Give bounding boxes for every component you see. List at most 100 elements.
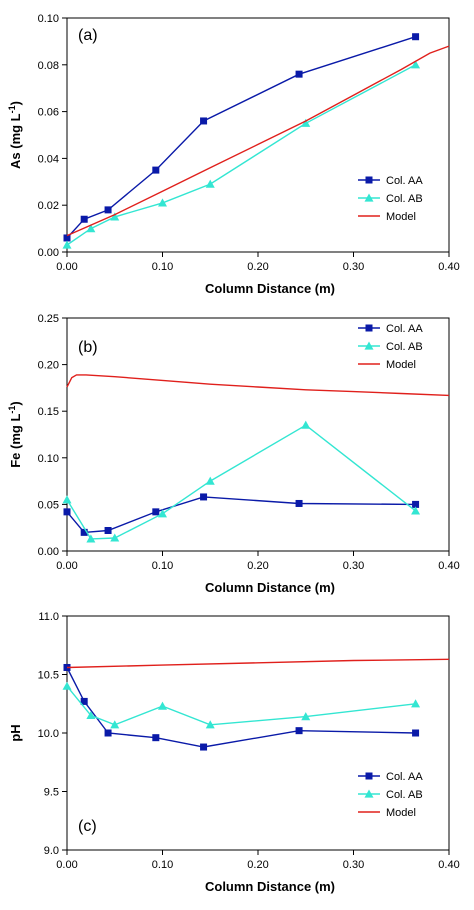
series-line-col-ab: [66, 685, 416, 726]
legend-marker: [365, 176, 373, 184]
y-axis-label: pH: [8, 724, 23, 741]
series-line-model: [66, 374, 450, 397]
legend-label: Col. AA: [386, 771, 423, 783]
data-point-col-aa: [152, 508, 160, 516]
panel-label: (b): [78, 339, 98, 356]
data-point-col-aa: [295, 70, 303, 78]
data-point-col-aa: [80, 215, 88, 223]
series-line-col-aa: [66, 36, 416, 239]
y-tick-label: 9.5: [44, 787, 59, 799]
y-axis-label-main: pH: [8, 724, 23, 741]
data-point-col-ab: [158, 701, 167, 710]
chart-panel-3: 0.00 0.10 0.20 0.30 0.40 9.0 9.5 10.0 10.5 11.0 Co…: [8, 611, 460, 894]
legend-label: Col. AB: [386, 341, 423, 353]
data-point-col-aa: [104, 206, 112, 214]
legend-label: Col. AA: [386, 323, 423, 335]
x-axis-label: Column Distance (m): [205, 580, 335, 595]
series-line-col-ab: [66, 64, 416, 246]
x-tick-label: 0.40: [438, 261, 459, 273]
y-axis-label-tail: ): [8, 401, 23, 405]
y-axis-label-superscript: -1: [7, 105, 17, 113]
legend-marker: [365, 324, 373, 332]
x-tick-label: 0.10: [152, 859, 173, 871]
data-point-col-ab: [86, 224, 96, 233]
panel-label: (a): [78, 27, 98, 44]
data-point-col-aa: [63, 508, 71, 516]
data-point-col-aa: [200, 117, 208, 125]
data-point-col-aa: [80, 528, 88, 536]
legend-marker: [364, 341, 374, 350]
data-point-col-ab: [62, 681, 72, 690]
data-point-col-ab: [158, 198, 167, 207]
legend-label: Col. AB: [386, 193, 423, 205]
data-point-col-aa: [412, 33, 420, 41]
x-tick-label: 0.30: [343, 859, 364, 871]
data-point-col-ab: [205, 720, 215, 729]
data-point-col-aa: [200, 743, 208, 751]
data-point-col-aa: [152, 166, 160, 174]
data-point-col-aa: [295, 499, 303, 507]
y-axis-label-main: Fe (mg L: [8, 414, 23, 468]
legend-marker: [364, 789, 374, 798]
legend-label: Model: [386, 807, 416, 819]
y-axis-label: As (mg L-1): [7, 101, 23, 169]
data-point-col-ab: [411, 699, 421, 708]
x-axis-label: Column Distance (m): [205, 879, 335, 894]
y-tick-label: 0.02: [38, 200, 59, 212]
data-point-col-ab: [62, 495, 72, 504]
x-tick-label: 0.00: [56, 859, 77, 871]
series-line-col-aa: [66, 667, 416, 748]
data-point-col-ab: [110, 212, 120, 221]
series-line-model: [66, 658, 450, 669]
x-tick-label: 0.10: [152, 560, 173, 572]
y-axis-label-superscript: -1: [7, 406, 17, 414]
data-point-col-ab: [411, 506, 421, 515]
x-tick-label: 0.20: [247, 560, 268, 572]
data-point-col-aa: [104, 526, 112, 534]
y-tick-label: 0.20: [38, 360, 59, 372]
y-tick-label: 0.04: [38, 153, 59, 165]
data-point-col-ab: [301, 118, 311, 127]
data-point-col-aa: [80, 697, 88, 705]
y-tick-label: 0.05: [38, 499, 59, 511]
legend-marker: [365, 772, 373, 780]
x-tick-label: 0.40: [438, 560, 459, 572]
data-point-col-ab: [86, 710, 96, 720]
x-tick-label: 0.30: [343, 261, 364, 273]
y-tick-label: 11.0: [38, 611, 59, 623]
data-point-col-ab: [86, 534, 96, 543]
series-line-model: [66, 45, 450, 237]
y-axis-label: Fe (mg L-1): [7, 401, 23, 468]
series-line-col-ab: [66, 424, 417, 540]
data-point-col-aa: [200, 493, 208, 501]
x-tick-label: 0.00: [56, 261, 77, 273]
legend-label: Model: [386, 211, 416, 223]
x-tick-label: 0.40: [438, 859, 459, 871]
chart-panel-1: 0.00 0.10 0.20 0.30 0.40 0.00 0.02 0.04 0.06 0.08…: [7, 13, 460, 296]
data-point-col-ab: [205, 476, 215, 485]
y-tick-label: 0.25: [38, 313, 59, 325]
data-point-col-aa: [412, 729, 420, 737]
x-tick-label: 0.00: [56, 560, 77, 572]
y-tick-label: 0.08: [38, 60, 59, 72]
data-point-col-ab: [301, 420, 311, 429]
y-tick-label: 9.0: [44, 845, 59, 857]
y-tick-label: 10.0: [38, 728, 59, 740]
chart-panel-2: 0.00 0.10 0.20 0.30 0.40 0.00 0.05 0.10 0.15 0.20…: [7, 313, 460, 595]
data-point-col-ab: [110, 720, 120, 729]
y-tick-label: 10.5: [38, 670, 59, 682]
y-tick-label: 0.15: [38, 406, 59, 418]
data-point-col-ab: [110, 533, 120, 542]
legend-label: Model: [386, 359, 416, 371]
data-point-col-aa: [104, 729, 112, 737]
y-tick-label: 0.00: [38, 546, 59, 558]
data-point-col-aa: [295, 727, 303, 735]
data-point-col-ab: [301, 712, 311, 721]
legend-label: Col. AA: [386, 175, 423, 187]
y-tick-label: 0.10: [38, 453, 59, 465]
data-point-col-aa: [412, 500, 420, 508]
x-tick-label: 0.20: [247, 859, 268, 871]
data-point-col-ab: [411, 60, 421, 69]
x-tick-label: 0.30: [343, 560, 364, 572]
